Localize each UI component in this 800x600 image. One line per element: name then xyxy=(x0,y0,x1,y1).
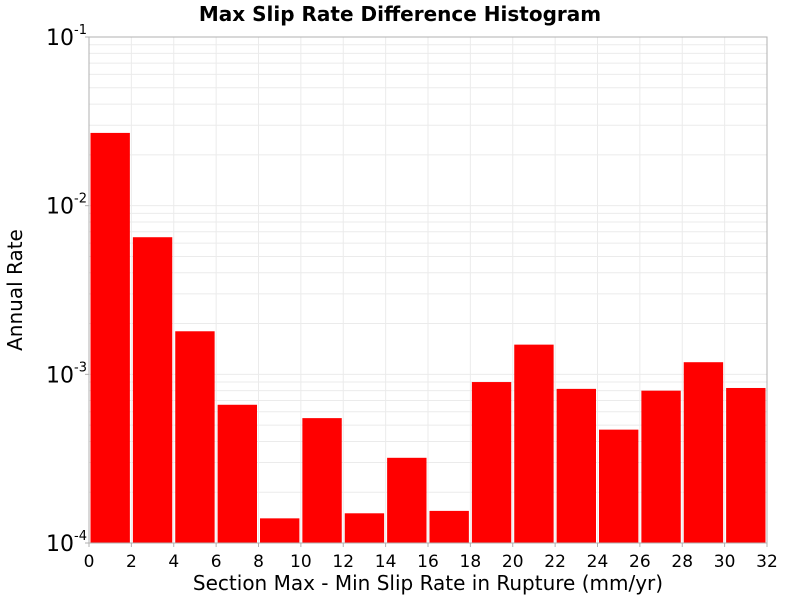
x-tick-label: 6 xyxy=(211,552,222,572)
histogram-bar xyxy=(387,457,427,543)
histogram-bar xyxy=(429,510,469,543)
bars-group xyxy=(90,132,766,543)
histogram-bar xyxy=(217,404,257,543)
histogram-bar xyxy=(471,382,512,543)
y-axis-label: Annual Rate xyxy=(3,229,27,351)
x-tick-label: 20 xyxy=(502,552,524,572)
x-tick-label: 2 xyxy=(126,552,137,572)
histogram-bar xyxy=(599,429,639,543)
x-tick-label: 18 xyxy=(460,552,482,572)
x-tick-label: 14 xyxy=(375,552,397,572)
y-tick-label: 10-1 xyxy=(46,23,87,51)
y-tick-label: 10-4 xyxy=(46,529,87,557)
histogram-bar xyxy=(556,388,596,543)
y-tick-label: 10-3 xyxy=(46,360,87,388)
x-tick-label: 10 xyxy=(290,552,312,572)
x-tick-label: 24 xyxy=(587,552,609,572)
histogram-bar xyxy=(132,237,173,543)
histogram-bar xyxy=(726,387,766,543)
histogram-bar xyxy=(344,513,385,543)
histogram-bar xyxy=(175,331,215,543)
histogram-bar xyxy=(683,362,724,543)
x-tick-label: 28 xyxy=(671,552,693,572)
x-tick-label: 22 xyxy=(544,552,566,572)
histogram-bar xyxy=(302,418,342,543)
x-axis-ticks: 0 2 4 6 8 10 12 14 16 18 20 22 24 26 28 30 32 xyxy=(84,543,778,572)
histogram-bar xyxy=(641,390,681,543)
y-axis-ticks: 10-1 10-2 10-3 10-4 xyxy=(46,23,89,557)
chart-title: Max Slip Rate Difference Histogram xyxy=(199,2,601,26)
x-tick-label: 32 xyxy=(756,552,778,572)
x-tick-label: 16 xyxy=(417,552,439,572)
x-tick-label: 4 xyxy=(168,552,179,572)
histogram-bar xyxy=(514,344,554,543)
x-tick-label: 0 xyxy=(84,552,95,572)
x-tick-label: 12 xyxy=(332,552,354,572)
x-tick-label: 26 xyxy=(629,552,651,572)
x-tick-label: 8 xyxy=(253,552,264,572)
x-tick-label: 30 xyxy=(714,552,736,572)
histogram-bar xyxy=(90,132,130,543)
y-tick-label: 10-2 xyxy=(46,192,87,220)
x-axis-label: Section Max - Min Slip Rate in Rupture (… xyxy=(193,571,663,595)
histogram-bar xyxy=(260,518,300,543)
